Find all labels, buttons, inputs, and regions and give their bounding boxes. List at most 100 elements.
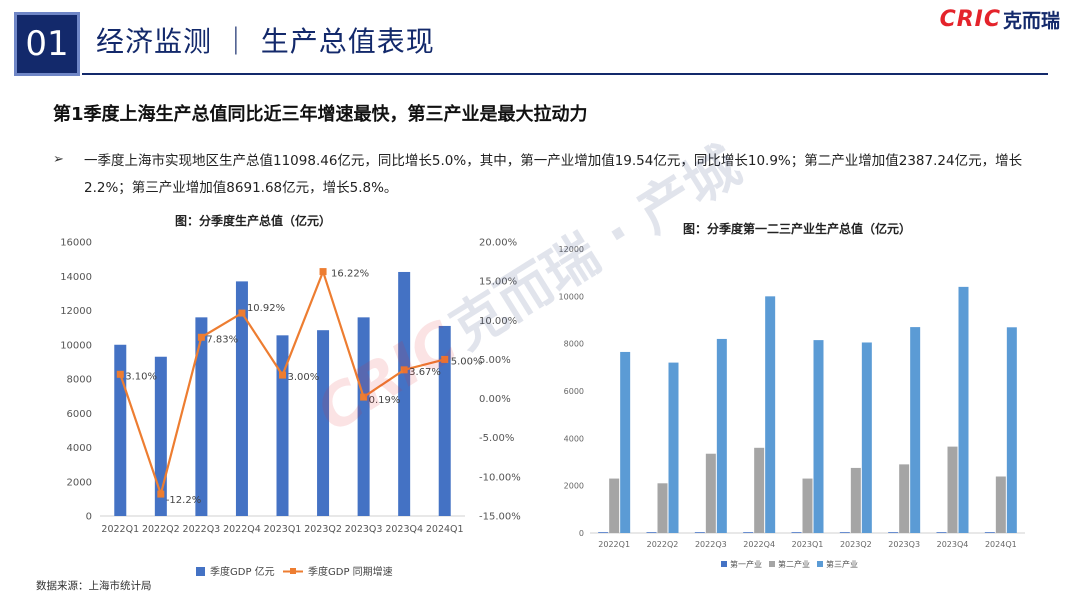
x-tick-label: 2022Q2	[647, 540, 679, 549]
industry-bar	[743, 532, 754, 533]
industry-bar	[910, 327, 921, 533]
x-tick-label: 2022Q4	[223, 524, 261, 535]
industry-bar	[813, 340, 824, 533]
industry-bar	[668, 362, 679, 533]
cric-logo: CRIC 克而瑞	[939, 6, 1060, 32]
industry-bar	[646, 532, 657, 533]
x-tick-label: 2023Q4	[937, 540, 969, 549]
industry-bar	[958, 286, 969, 533]
growth-point	[400, 366, 408, 374]
x-tick-label: 2024Q1	[985, 540, 1017, 549]
legend-bar-swatch	[196, 567, 205, 576]
y-right-tick-label: 5.00%	[479, 355, 511, 366]
y-tick-label: 4000	[564, 434, 584, 443]
x-tick-label: 2023Q2	[840, 540, 872, 549]
y-right-tick-label: 0.00%	[479, 394, 511, 405]
industry-bar	[947, 446, 958, 533]
y-right-tick-label: -10.00%	[479, 472, 521, 483]
x-tick-label: 2024Q1	[426, 524, 464, 535]
data-source: 数据来源：上海市统计局	[36, 580, 152, 592]
y-right-tick-label: -5.00%	[479, 433, 514, 444]
gdp-bar	[195, 317, 208, 516]
y-left-tick-label: 10000	[60, 340, 92, 351]
growth-point	[441, 355, 449, 363]
industry-bar	[802, 478, 813, 533]
gdp-bar	[235, 281, 248, 516]
growth-data-label: -12.2%	[166, 495, 201, 506]
growth-point	[279, 371, 286, 379]
industry-bar	[861, 342, 872, 533]
headline: 第1季度上海生产总值同比近三年增速最快，第三产业是最大拉动力	[53, 104, 588, 125]
x-tick-label: 2023Q2	[304, 524, 342, 535]
industry-bar	[705, 453, 716, 533]
growth-data-label: 5.00%	[451, 356, 483, 367]
y-tick-label: 6000	[564, 387, 584, 396]
x-tick-label: 2022Q2	[142, 524, 180, 535]
growth-point	[197, 333, 205, 341]
legend-label: 第一产业	[730, 559, 762, 569]
gdp-bar	[357, 317, 370, 516]
x-tick-label: 2023Q4	[385, 524, 423, 535]
x-tick-label: 2023Q1	[792, 540, 824, 549]
growth-data-label: 16.22%	[331, 269, 369, 280]
x-tick-label: 2022Q3	[695, 540, 727, 549]
industry-bar	[716, 338, 727, 533]
y-right-tick-label: 15.00%	[479, 277, 517, 288]
gdp-bar	[154, 356, 167, 516]
industry-bar	[754, 447, 765, 533]
x-tick-label: 2022Q4	[743, 540, 775, 549]
y-left-tick-label: 4000	[67, 443, 92, 454]
growth-data-label: 3.10%	[125, 371, 157, 382]
legend-line-marker	[290, 568, 296, 574]
x-tick-label: 2022Q1	[598, 540, 630, 549]
growth-data-label: 3.00%	[288, 372, 320, 383]
header-divider	[82, 73, 1048, 75]
summary-text: 一季度上海市实现地区生产总值11098.46亿元，同比增长5.0%，其中，第一产…	[84, 153, 1023, 196]
y-right-tick-label: 10.00%	[479, 316, 517, 327]
y-left-tick-label: 16000	[60, 238, 92, 249]
industry-bar	[899, 464, 910, 533]
industry-chart-title: 图：分季度第一二三产业生产总值（亿元）	[683, 222, 912, 236]
gdp-bar	[317, 330, 330, 516]
gdp-bar	[398, 271, 411, 516]
industry-bar	[620, 351, 631, 533]
growth-data-label: 10.92%	[247, 303, 285, 314]
slide-header: 01 经济监测 ｜ 生产总值表现 CRIC 克而瑞	[0, 0, 1080, 80]
industry-bar	[984, 532, 995, 533]
growth-data-label: 0.19%	[369, 395, 401, 406]
industry-bar	[888, 532, 899, 533]
page-title: 经济监测 ｜ 生产总值表现	[96, 25, 435, 58]
growth-data-label: 7.83%	[206, 334, 238, 345]
legend-label: 第二产业	[778, 559, 810, 569]
growth-point	[360, 393, 368, 401]
industry-bar	[657, 483, 668, 533]
gdp-bar	[438, 325, 451, 516]
gdp-chart-title: 图：分季度生产总值（亿元）	[175, 214, 332, 228]
industry-bar	[765, 296, 776, 533]
y-left-tick-label: 2000	[67, 477, 92, 488]
gdp-bar	[276, 335, 289, 516]
y-tick-label: 0	[579, 529, 584, 538]
y-left-tick-label: 0	[86, 512, 92, 523]
gdp-bar	[114, 344, 127, 516]
industry-bar	[936, 532, 947, 533]
legend-label: 第三产业	[826, 559, 858, 569]
legend-swatch	[817, 561, 823, 567]
y-tick-label: 8000	[564, 340, 584, 349]
y-right-tick-label: 20.00%	[479, 238, 517, 249]
growth-point	[319, 268, 327, 276]
y-left-tick-label: 12000	[60, 306, 92, 317]
logo-cn-text: 克而瑞	[1002, 9, 1060, 32]
y-tick-label: 12000	[559, 245, 584, 254]
x-tick-label: 2022Q1	[101, 524, 139, 535]
logo-en-text: CRIC	[939, 6, 1001, 32]
industry-bar	[791, 532, 802, 533]
legend-bar-label: 季度GDP 亿元	[210, 565, 275, 578]
x-tick-label: 2023Q3	[888, 540, 920, 549]
industry-bar	[1006, 327, 1017, 533]
bullet-arrow-icon: ➢	[53, 152, 64, 167]
legend-swatch	[769, 561, 775, 567]
x-tick-label: 2023Q3	[345, 524, 383, 535]
growth-data-label: 3.67%	[409, 367, 441, 378]
y-left-tick-label: 14000	[60, 272, 92, 283]
